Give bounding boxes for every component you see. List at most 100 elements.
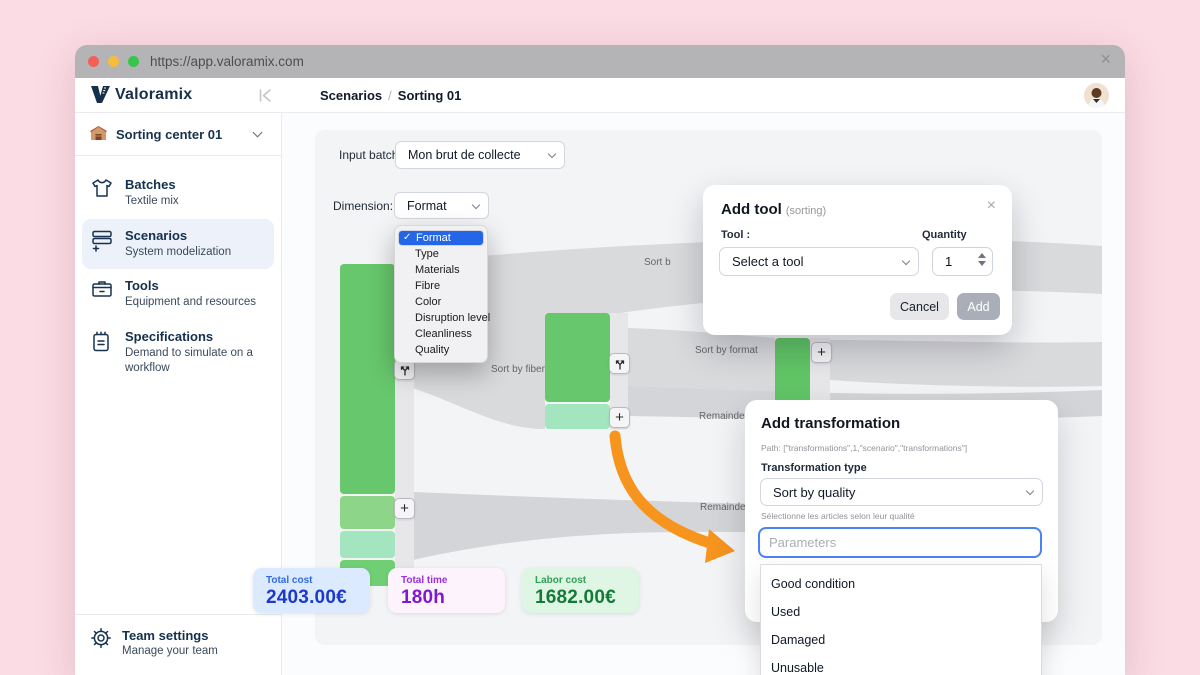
pointer-arrow [609,430,719,550]
sankey-node-segment [340,264,395,494]
split-branch-icon [615,359,624,370]
split-branch-icon [400,365,409,376]
quantity-label: Quantity [922,229,967,241]
add-node-icon: + [817,344,826,361]
valoramix-logo [91,86,110,103]
labor-cost-card: Labor cost 1682.00€ [522,568,639,613]
toolbox-icon [91,278,115,303]
clipboard-icon [91,329,115,358]
menu-option-color[interactable]: Color [415,296,442,308]
total-time-value: 180h [401,587,446,608]
dimension-select[interactable]: Format [394,192,489,219]
team-settings-label: Team settings [122,628,209,643]
sorting-center-selector[interactable]: Sorting center 01 [75,113,281,156]
menu-option-disruption-level[interactable]: Disruption level [415,312,491,324]
add-node-button[interactable]: + [609,407,630,428]
node-label-remainder: Remainde [699,411,745,422]
sidebar-menu: Batches Textile mix Scenarios S [75,156,281,386]
total-cost-card: Total cost 2403.00€ [253,568,370,613]
sidebar-item-sublabel: Demand to simulate on a workflow [125,346,253,375]
add-node-button[interactable]: + [394,498,415,519]
breadcrumb: Scenarios / Sorting 01 [320,78,461,113]
panel-title: Add transformation [761,415,901,432]
add-tool-dialog: Add tool (sorting) × Tool : Quantity Sele… [703,185,1012,335]
sidebar-item-specifications[interactable]: Specifications Demand to simulate on a w… [82,320,274,386]
menu-option-materials[interactable]: Materials [415,264,460,276]
sankey-node-segment [340,531,395,558]
team-settings-sublabel: Manage your team [122,645,218,657]
option-used[interactable]: Used [771,605,801,619]
tool-select-value: Select a tool [732,254,804,269]
breadcrumb-separator: / [388,88,392,103]
quantity-stepper[interactable]: 1 [932,247,993,276]
node-label-sort-by-format: Sort by format [695,345,758,356]
dialog-title: Add tool (sorting) [721,201,827,218]
sidebar-item-label: Specifications [125,328,214,344]
number-stepper-icon[interactable] [978,253,986,266]
logo-area: Valoramix [75,78,282,113]
browser-window: https://app.valoramix.com × Valoramix [75,45,1125,675]
chevron-down-icon [547,149,557,159]
menu-option-cleanliness[interactable]: Cleanliness [415,328,472,340]
total-time-card: Total time 180h [388,568,505,613]
close-icon[interactable]: × [1100,49,1111,69]
close-window-button[interactable] [88,56,99,67]
menu-option-format[interactable]: ✓ Format [398,230,484,246]
close-icon[interactable]: × [986,197,996,214]
menu-option-quality[interactable]: Quality [415,344,450,356]
minimize-window-button[interactable] [108,56,119,67]
option-damaged[interactable]: Damaged [771,633,826,647]
gear-icon [91,628,111,653]
sidebar-item-sublabel: System modelization [125,245,232,258]
add-node-button[interactable]: + [811,342,832,363]
sidebar: Sorting center 01 Batches Textile mix [75,113,282,675]
chevron-down-icon [471,200,481,209]
sankey-node-segment [340,496,395,529]
collapse-sidebar-icon[interactable] [258,88,273,103]
node-label-remainder: Remainde [700,502,746,513]
breadcrumb-scenarios[interactable]: Scenarios [320,88,383,103]
add-button[interactable]: Add [957,293,1000,320]
sankey-node-segment [545,404,610,429]
dimension-label: Dimension: [333,199,394,213]
node-label-sort-b: Sort b [644,257,671,268]
transformation-type-select[interactable]: Sort by quality [760,478,1043,506]
split-branch-button[interactable] [609,353,630,374]
sidebar-item-label: Batches [125,177,176,192]
address-bar[interactable]: https://app.valoramix.com [150,54,304,69]
transformation-type-label: Transformation type [761,462,867,474]
zoom-window-button[interactable] [128,56,139,67]
labor-cost-label: Labor cost [535,575,587,586]
checkmark-icon: ✓ [403,232,412,243]
layers-plus-icon [91,228,115,257]
sidebar-item-label: Tools [125,278,159,294]
sidebar-item-team-settings[interactable]: Team settings Manage your team [75,614,281,675]
labor-cost-value: 1682.00€ [535,587,616,608]
app-header: Valoramix Scenarios / Sorting 01 [75,78,1125,113]
dialog-subtitle: (sorting) [785,205,827,217]
parameters-input[interactable] [758,527,1042,558]
total-time-label: Total time [401,575,448,586]
input-batch-select[interactable]: Mon brut de collecte [395,141,565,169]
sidebar-item-sublabel: Equipment and resources [125,296,257,309]
sidebar-item-batches[interactable]: Batches Textile mix [82,168,274,219]
add-node-icon: + [400,500,409,517]
quantity-value: 1 [945,254,953,269]
sidebar-item-scenarios[interactable]: Scenarios System modelization [82,218,274,270]
transformation-type-value: Sort by quality [773,484,856,500]
tool-select[interactable]: Select a tool [719,247,919,276]
sorting-center-label: Sorting center 01 [116,127,223,142]
menu-option-type[interactable]: Type [415,248,439,260]
option-unusable[interactable]: Unusable [771,661,824,675]
transformation-helper-text: Sélectionne les articles selon leur qual… [761,511,915,521]
menu-option-fibre[interactable]: Fibre [415,280,441,292]
dimension-dropdown-menu: ✓ Format Type Materials Fibre Color Disru… [394,225,491,363]
user-avatar[interactable] [1084,83,1109,108]
total-cost-label: Total cost [266,575,313,586]
node-label-sort-by-fiber: Sort by fiber [491,364,545,375]
sidebar-item-tools[interactable]: Tools Equipment and resources [82,269,274,320]
cancel-button[interactable]: Cancel [890,293,949,320]
chevron-down-icon [252,127,263,138]
option-good-condition[interactable]: Good condition [771,577,856,591]
browser-titlebar: https://app.valoramix.com × [75,45,1125,78]
